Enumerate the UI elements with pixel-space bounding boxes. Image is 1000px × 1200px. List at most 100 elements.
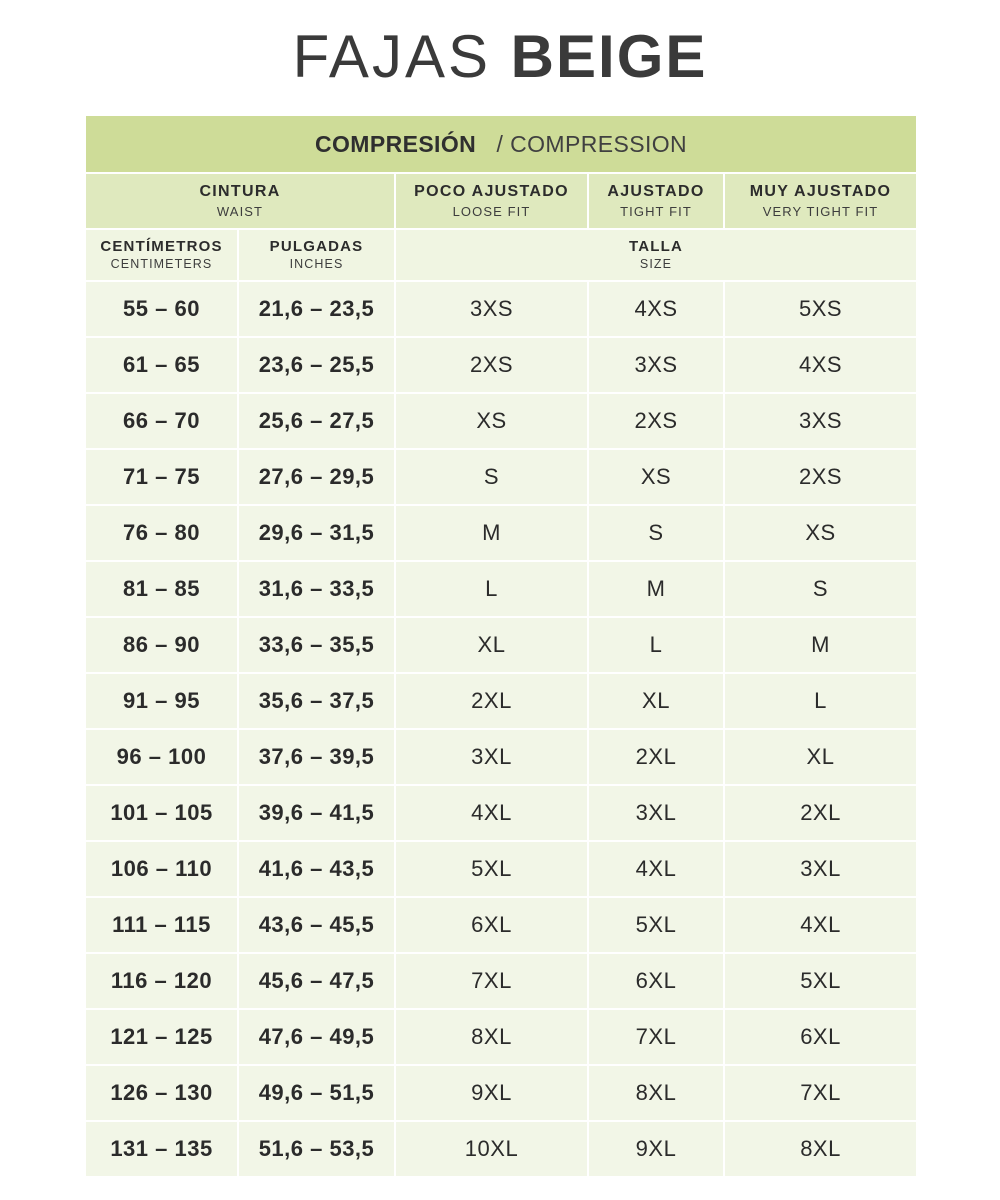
cell-centimeters: 101 – 105 bbox=[86, 786, 237, 840]
table-row: 91 – 95 35,6 – 37,5 2XL XL L bbox=[86, 674, 917, 728]
cell-tight-fit: L bbox=[589, 618, 723, 672]
cell-loose-fit: L bbox=[396, 562, 587, 616]
cell-loose-fit: 7XL bbox=[396, 954, 587, 1008]
cell-inches: 21,6 – 23,5 bbox=[239, 282, 394, 336]
size-chart-table-wrapper: COMPRESIÓN / COMPRESSION CINTURA WAIST P… bbox=[84, 114, 918, 1178]
cell-loose-fit: 3XS bbox=[396, 282, 587, 336]
cell-tight-fit: 4XL bbox=[589, 842, 723, 896]
cell-very-tight-fit: 2XS bbox=[725, 450, 917, 504]
header-loose-fit-es: POCO AJUSTADO bbox=[414, 182, 569, 200]
column-header-row: CINTURA WAIST POCO AJUSTADO LOOSE FIT AJ… bbox=[86, 174, 917, 228]
cell-tight-fit: 7XL bbox=[589, 1010, 723, 1064]
brand-title-light: FAJAS bbox=[292, 23, 491, 90]
cell-tight-fit: 8XL bbox=[589, 1066, 723, 1120]
subheader-size-en: SIZE bbox=[639, 257, 673, 272]
header-waist-es: CINTURA bbox=[199, 182, 281, 200]
subheader-size: TALLA SIZE bbox=[396, 230, 917, 280]
cell-centimeters: 86 – 90 bbox=[86, 618, 237, 672]
table-row: 55 – 60 21,6 – 23,5 3XS 4XS 5XS bbox=[86, 282, 917, 336]
cell-loose-fit: 2XS bbox=[396, 338, 587, 392]
size-chart-table: COMPRESIÓN / COMPRESSION CINTURA WAIST P… bbox=[84, 114, 918, 1178]
compression-label-en: / COMPRESSION bbox=[496, 130, 688, 157]
cell-tight-fit: 3XS bbox=[589, 338, 723, 392]
cell-inches: 45,6 – 47,5 bbox=[239, 954, 394, 1008]
cell-loose-fit: 3XL bbox=[396, 730, 587, 784]
cell-tight-fit: 9XL bbox=[589, 1122, 723, 1176]
cell-tight-fit: 2XS bbox=[589, 394, 723, 448]
cell-centimeters: 121 – 125 bbox=[86, 1010, 237, 1064]
cell-centimeters: 91 – 95 bbox=[86, 674, 237, 728]
cell-very-tight-fit: XL bbox=[725, 730, 917, 784]
table-row: 81 – 85 31,6 – 33,5 L M S bbox=[86, 562, 917, 616]
cell-inches: 49,6 – 51,5 bbox=[239, 1066, 394, 1120]
header-waist-en: WAIST bbox=[216, 203, 264, 219]
cell-inches: 41,6 – 43,5 bbox=[239, 842, 394, 896]
cell-loose-fit: M bbox=[396, 506, 587, 560]
header-tight-fit: AJUSTADO TIGHT FIT bbox=[589, 174, 723, 228]
table-row: 96 – 100 37,6 – 39,5 3XL 2XL XL bbox=[86, 730, 917, 784]
cell-loose-fit: 8XL bbox=[396, 1010, 587, 1064]
cell-tight-fit: S bbox=[589, 506, 723, 560]
cell-centimeters: 81 – 85 bbox=[86, 562, 237, 616]
cell-centimeters: 96 – 100 bbox=[86, 730, 237, 784]
cell-tight-fit: 4XS bbox=[589, 282, 723, 336]
cell-loose-fit: S bbox=[396, 450, 587, 504]
table-row: 86 – 90 33,6 – 35,5 XL L M bbox=[86, 618, 917, 672]
cell-centimeters: 76 – 80 bbox=[86, 506, 237, 560]
cell-inches: 35,6 – 37,5 bbox=[239, 674, 394, 728]
table-row: 66 – 70 25,6 – 27,5 XS 2XS 3XS bbox=[86, 394, 917, 448]
cell-tight-fit: M bbox=[589, 562, 723, 616]
cell-very-tight-fit: 3XL bbox=[725, 842, 917, 896]
cell-loose-fit: 6XL bbox=[396, 898, 587, 952]
compression-banner-row: COMPRESIÓN / COMPRESSION bbox=[86, 116, 917, 172]
table-row: 111 – 115 43,6 – 45,5 6XL 5XL 4XL bbox=[86, 898, 917, 952]
subheader-size-es: TALLA bbox=[628, 237, 684, 255]
table-row: 116 – 120 45,6 – 47,5 7XL 6XL 5XL bbox=[86, 954, 917, 1008]
cell-very-tight-fit: 4XS bbox=[725, 338, 917, 392]
table-row: 101 – 105 39,6 – 41,5 4XL 3XL 2XL bbox=[86, 786, 917, 840]
table-row: 76 – 80 29,6 – 31,5 M S XS bbox=[86, 506, 917, 560]
cell-inches: 31,6 – 33,5 bbox=[239, 562, 394, 616]
cell-tight-fit: XL bbox=[589, 674, 723, 728]
cell-tight-fit: 2XL bbox=[589, 730, 723, 784]
cell-tight-fit: 5XL bbox=[589, 898, 723, 952]
cell-loose-fit: XS bbox=[396, 394, 587, 448]
cell-inches: 47,6 – 49,5 bbox=[239, 1010, 394, 1064]
cell-centimeters: 66 – 70 bbox=[86, 394, 237, 448]
cell-inches: 27,6 – 29,5 bbox=[239, 450, 394, 504]
cell-inches: 33,6 – 35,5 bbox=[239, 618, 394, 672]
subheader-centimeters-en: CENTIMETERS bbox=[110, 257, 213, 272]
cell-centimeters: 131 – 135 bbox=[86, 1122, 237, 1176]
cell-centimeters: 116 – 120 bbox=[86, 954, 237, 1008]
cell-inches: 51,6 – 53,5 bbox=[239, 1122, 394, 1176]
cell-very-tight-fit: 8XL bbox=[725, 1122, 917, 1176]
cell-centimeters: 61 – 65 bbox=[86, 338, 237, 392]
cell-loose-fit: 9XL bbox=[396, 1066, 587, 1120]
cell-tight-fit: XS bbox=[589, 450, 723, 504]
header-loose-fit-en: LOOSE FIT bbox=[452, 203, 531, 219]
sub-header-row: CENTÍMETROS CENTIMETERS PULGADAS INCHES … bbox=[86, 230, 917, 280]
cell-centimeters: 106 – 110 bbox=[86, 842, 237, 896]
table-row: 126 – 130 49,6 – 51,5 9XL 8XL 7XL bbox=[86, 1066, 917, 1120]
cell-very-tight-fit: 4XL bbox=[725, 898, 917, 952]
header-very-tight-fit-es: MUY AJUSTADO bbox=[749, 182, 892, 200]
page-title: FAJAS BEIGE bbox=[0, 0, 1000, 100]
header-very-tight-fit-en: VERY TIGHT FIT bbox=[762, 203, 879, 219]
compression-banner: COMPRESIÓN / COMPRESSION bbox=[86, 116, 917, 172]
subheader-inches: PULGADAS INCHES bbox=[239, 230, 394, 280]
header-very-tight-fit: MUY AJUSTADO VERY TIGHT FIT bbox=[725, 174, 917, 228]
header-tight-fit-en: TIGHT FIT bbox=[620, 203, 692, 219]
size-chart-body: COMPRESIÓN / COMPRESSION CINTURA WAIST P… bbox=[86, 116, 917, 1176]
cell-very-tight-fit: 3XS bbox=[725, 394, 917, 448]
cell-loose-fit: 2XL bbox=[396, 674, 587, 728]
header-tight-fit-es: AJUSTADO bbox=[607, 182, 705, 200]
header-loose-fit: POCO AJUSTADO LOOSE FIT bbox=[396, 174, 587, 228]
cell-very-tight-fit: 5XL bbox=[725, 954, 917, 1008]
table-row: 121 – 125 47,6 – 49,5 8XL 7XL 6XL bbox=[86, 1010, 917, 1064]
cell-very-tight-fit: XS bbox=[725, 506, 917, 560]
cell-inches: 39,6 – 41,5 bbox=[239, 786, 394, 840]
subheader-centimeters-es: CENTÍMETROS bbox=[100, 237, 223, 255]
cell-centimeters: 71 – 75 bbox=[86, 450, 237, 504]
brand-title-bold: BEIGE bbox=[510, 23, 708, 90]
